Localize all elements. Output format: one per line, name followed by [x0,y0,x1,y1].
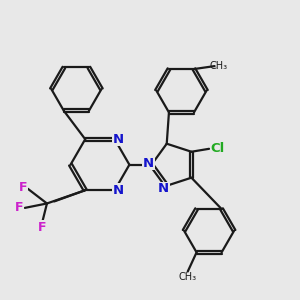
Text: N: N [158,182,169,195]
Text: F: F [38,220,47,233]
Text: F: F [15,201,23,214]
Text: CH₃: CH₃ [210,61,228,70]
Text: F: F [19,181,28,194]
Text: N: N [112,133,124,146]
Text: N: N [143,157,154,170]
Text: N: N [112,184,124,197]
Text: CH₃: CH₃ [179,272,197,282]
Text: Cl: Cl [211,142,225,155]
